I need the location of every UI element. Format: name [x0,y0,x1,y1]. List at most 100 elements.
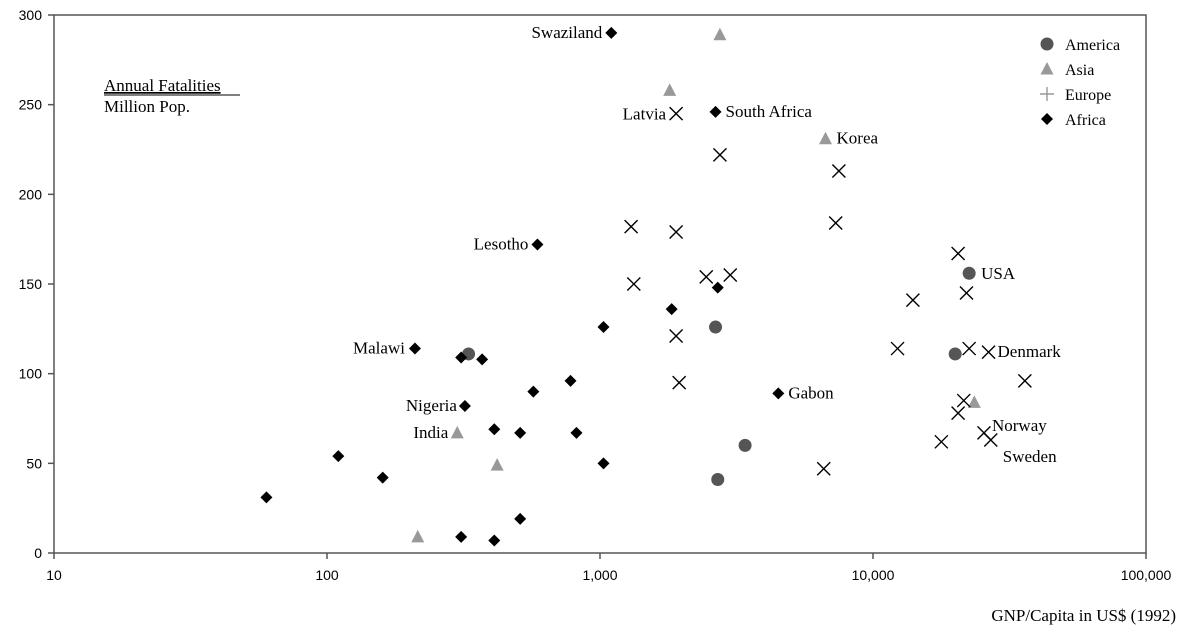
x-tick-label: 10 [46,567,62,583]
point-africa [597,457,610,470]
point-africa [570,426,583,439]
point-europe [890,341,905,356]
point-africa [488,423,501,436]
point-europe [951,406,966,421]
point-africa [531,238,544,251]
point-africa [527,385,540,398]
point-europe [712,147,727,162]
point-europe [951,246,966,261]
x-tick-label: 100,000 [1121,567,1172,583]
y-tick-label: 300 [19,7,43,23]
x-tick-label: 100 [315,567,339,583]
y-tick-label: 200 [19,186,43,202]
point-africa [488,534,501,547]
legend-label: America [1065,37,1120,54]
point-asia [450,425,464,439]
point-america [948,347,962,361]
point-asia [819,131,833,145]
point-label: Korea [837,129,879,148]
point-label: Nigeria [406,396,457,415]
point-europe [1017,373,1032,388]
legend-marker-africa [1041,113,1053,125]
point-africa [514,512,527,525]
legend-marker-europe [1040,87,1054,101]
point-africa [514,426,527,439]
point-asia [411,529,425,543]
legend-label: Asia [1065,62,1094,79]
point-america [738,438,752,452]
tick-labels: 0 50 100 150 200 250 300 10 100 1,000 10,000 100,00… [19,7,1172,583]
point-africa [597,321,610,334]
x-tick-label: 10,000 [852,567,895,583]
point-label: Norway [992,416,1047,435]
point-asia [663,83,677,96]
point-europe [831,164,846,179]
legend-label: Europe [1065,87,1111,104]
data-marks [260,26,1032,547]
point-europe [669,329,684,344]
point-africa [564,374,577,387]
point-europe [669,224,684,239]
point-europe [962,341,977,356]
point-africa [408,342,421,355]
point-africa [458,399,471,412]
point-asia [490,458,504,471]
point-africa [665,303,678,316]
x-axis-label: GNP/Capita in US$ (1992) [991,606,1176,625]
point-africa [376,471,389,484]
plot-frame [53,14,1147,554]
legend-marker-asia [1040,62,1054,75]
point-africa [772,387,785,400]
point-europe [669,106,684,121]
point-africa [332,450,345,463]
point-america [962,266,976,280]
point-label: Swaziland [531,23,602,42]
y-axis-label-numerator: Annual Fatalities [104,76,221,95]
point-label: Lesotho [474,235,529,254]
point-labels: USA India Korea Latvia Denmark Norway Sweden Sw… [353,23,1061,466]
point-africa [455,530,468,543]
y-tick-label: 250 [19,97,43,113]
axes [48,14,1147,559]
point-europe [959,285,974,300]
point-label: Gabon [788,383,834,402]
point-asia [713,27,727,41]
y-axis-label-denominator: Million Pop. [104,97,190,116]
legend-label: Africa [1065,112,1106,129]
point-europe [816,461,831,476]
point-label: Sweden [1003,447,1057,466]
point-africa [711,281,724,294]
point-label: Latvia [623,105,667,124]
point-africa [605,26,618,39]
point-label: Denmark [998,342,1062,361]
point-america [711,472,725,486]
y-tick-label: 100 [19,366,43,382]
point-europe [934,434,949,449]
point-label: India [413,423,448,442]
point-africa [476,353,489,366]
point-africa [260,491,273,504]
y-tick-label: 0 [34,545,42,561]
legend: America Asia Europe Africa [1040,37,1120,129]
point-africa [709,105,722,118]
point-europe [828,216,843,231]
point-america [709,320,723,334]
point-europe [981,345,996,360]
x-tick-label: 1,000 [582,567,617,583]
point-asia [967,395,981,408]
point-label: South Africa [726,102,813,121]
point-europe [624,219,639,234]
point-europe [626,277,641,291]
point-label: Malawi [353,339,405,358]
point-label: USA [981,264,1016,283]
point-europe [905,293,920,308]
point-europe [956,393,971,408]
y-tick-label: 150 [19,276,43,292]
legend-marker-america [1040,37,1054,51]
point-europe [723,268,738,283]
point-africa [455,351,468,364]
point-europe [699,269,714,284]
point-europe [672,375,687,390]
point-europe [983,433,998,448]
